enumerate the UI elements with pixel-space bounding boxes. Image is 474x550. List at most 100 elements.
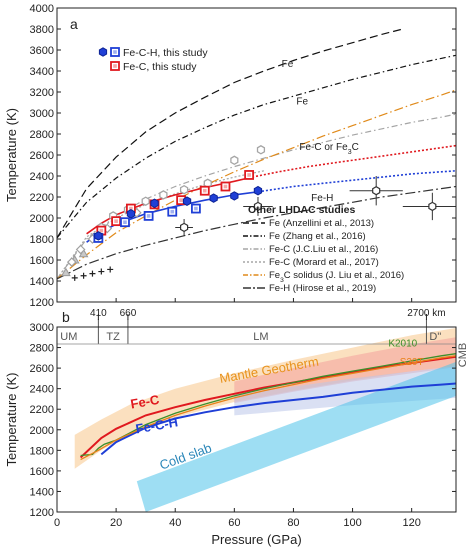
black-cross-0: [71, 274, 78, 281]
legend-fe-c-h-hexagon: [98, 47, 108, 57]
panel-a-curve-label-3: Fe-H: [311, 193, 333, 204]
panel-a-ytick-label-1: 1400: [30, 276, 54, 288]
panel-a-ytick-label-8: 2800: [30, 129, 54, 141]
legend-fe-c-label: Fe-C, this study: [123, 61, 197, 73]
fe-c-h-hexagon-6: [253, 185, 263, 196]
panel-a-curve-label-2: Fe-C or Fe3C: [299, 142, 358, 156]
panel-b-xtick-label-3: 60: [228, 517, 240, 529]
fe-c-square-core-6: [223, 184, 228, 189]
panel-b-letter: b: [62, 309, 70, 325]
panel-a-series-2: [57, 113, 456, 280]
fe-c-h-hexagon-3: [182, 196, 192, 206]
legend-study-label-5: Fe-H (Hirose et al., 2019): [269, 283, 376, 294]
panel-b-frame: [56, 326, 457, 513]
gray-triangle-0: [61, 267, 71, 277]
panel-b-ytick-label-7: 2600: [30, 363, 54, 375]
panel-b-series-3: [80, 355, 456, 461]
panel-b-xtick-label-1: 20: [110, 517, 122, 529]
panel-a-ytick-label-12: 3600: [30, 45, 54, 57]
cold-band: [234, 366, 456, 416]
panel-a-series-7: [251, 144, 456, 178]
depth-tick-label-0: 410: [90, 308, 107, 319]
panel-b-ytick-label-1: 1400: [30, 486, 54, 498]
panel-a-plot: [57, 28, 456, 281]
panel-b-series-1: [100, 382, 456, 456]
panel-a-ytick-label-5: 2200: [30, 192, 54, 204]
legend-study-label-4: Fe3C solidus (J. Liu et al., 2016): [269, 270, 404, 284]
region-label-2: LM: [253, 331, 268, 343]
panel-b-xtick-label-5: 100: [343, 517, 361, 529]
panel-a-ytick-label-0: 1200: [30, 297, 54, 309]
legend-fe-c-square-core: [113, 64, 117, 68]
gray-diamond-1: [75, 244, 86, 255]
depth-tick-label-2: 2700 km: [407, 308, 445, 319]
fe-c-square-core-4: [179, 198, 183, 202]
fe-c-h-hexagon-5: [230, 191, 239, 201]
panel-a-curve-label-0: Fe: [282, 59, 294, 70]
panel-b-ytick-label-6: 2400: [30, 384, 54, 396]
panel-a-series-5: [57, 185, 456, 280]
legend-study-label-1: Fe (Zhang et al., 2016): [269, 231, 366, 242]
depth-tick-label-1: 660: [120, 308, 137, 319]
fe-c-square-core-5: [202, 188, 207, 193]
black-cross-2: [89, 270, 96, 277]
fe-h-point-3: [428, 201, 437, 212]
fe-c-h-hexagon-0: [94, 231, 103, 241]
panel-b-ytick-label-8: 2800: [30, 343, 54, 355]
legend-study-label-0: Fe (Anzellini et al., 2013): [269, 218, 374, 229]
black-cross-1: [80, 272, 87, 279]
region-label-3: D": [429, 331, 441, 343]
panel-b-ytick-label-9: 3000: [30, 322, 54, 334]
fe-h-point-2: [372, 186, 381, 196]
black-cross-4: [107, 266, 114, 273]
region-label-cmb: CMB: [457, 343, 469, 367]
panel-a-ytick-label-4: 2000: [30, 213, 54, 225]
panel-a-ytick-label-14: 4000: [30, 3, 54, 15]
fe-c-h-square-core-1: [123, 220, 127, 224]
region-label-1: TZ: [106, 331, 120, 343]
panel-b-line-label-5: S20T: [400, 357, 424, 368]
legend-studies-title: Other LHDAC studies: [248, 204, 356, 216]
panel-b-ytick-label-4: 2000: [30, 425, 54, 437]
fe-c-h-square-core-4: [194, 206, 198, 211]
fe-c-square-core-7: [247, 173, 251, 177]
fe-c-h-hexagon-4: [209, 193, 218, 203]
panel-a-series-1: [57, 54, 456, 239]
legend-study-label-3: Fe-C (Morard et al., 2017): [269, 257, 379, 268]
panel-b-ytick-label-5: 2200: [30, 404, 54, 416]
panel-a-series-9: [257, 170, 456, 193]
hot-band: [234, 337, 456, 404]
fe-c-h-hexagon-2: [150, 198, 159, 209]
panel-b-line-label-1: Fe-C-H: [134, 414, 179, 436]
panel-b-xtick-label-0: 0: [54, 517, 60, 529]
fe-c-h-square-core-3: [170, 209, 175, 214]
black-cross-3: [98, 268, 105, 275]
panel-a-ytick-label-6: 2400: [30, 171, 54, 183]
panel-b-ytick-label-3: 1800: [30, 445, 54, 457]
panel-a-series-0: [57, 28, 403, 239]
fe-h-point-1: [253, 201, 262, 212]
gray-hexagon-8: [256, 145, 266, 155]
panel-a-ytick-label-2: 1600: [30, 255, 54, 267]
fe-c-h-square-core-2: [146, 214, 151, 218]
panel-a-series-3: [57, 170, 265, 280]
legend-study-label-2: Fe-C (J.C.Liu et al., 2016): [269, 244, 378, 255]
gray-hexagon-7: [230, 155, 239, 166]
panel-a-ytick-label-3: 1800: [30, 234, 54, 246]
panel-a-series-4: [57, 89, 456, 280]
panel-a-curve-label-1: Fe: [296, 97, 308, 108]
legend-fe-c-h-label: Fe-C-H, this study: [123, 47, 208, 59]
panel-b-xtick-label-2: 40: [169, 517, 181, 529]
fe-c-square-core-1: [114, 219, 118, 223]
legend-fe-c-h-square-core: [113, 50, 117, 54]
region-label-0: UM: [60, 331, 77, 343]
panel-b-line-label-4: K2010: [388, 339, 417, 350]
panel-b-series-2: [80, 353, 456, 457]
panel-b-ytick-label-2: 1600: [30, 466, 54, 478]
fe-c-square-core-0: [99, 228, 104, 233]
panel-a-ylabel: Temperature (K): [4, 108, 19, 202]
gray-hexagon-5: [179, 184, 189, 195]
gray-hexagon-3: [141, 196, 150, 206]
panel-b-xlabel: Pressure (GPa): [211, 532, 301, 547]
